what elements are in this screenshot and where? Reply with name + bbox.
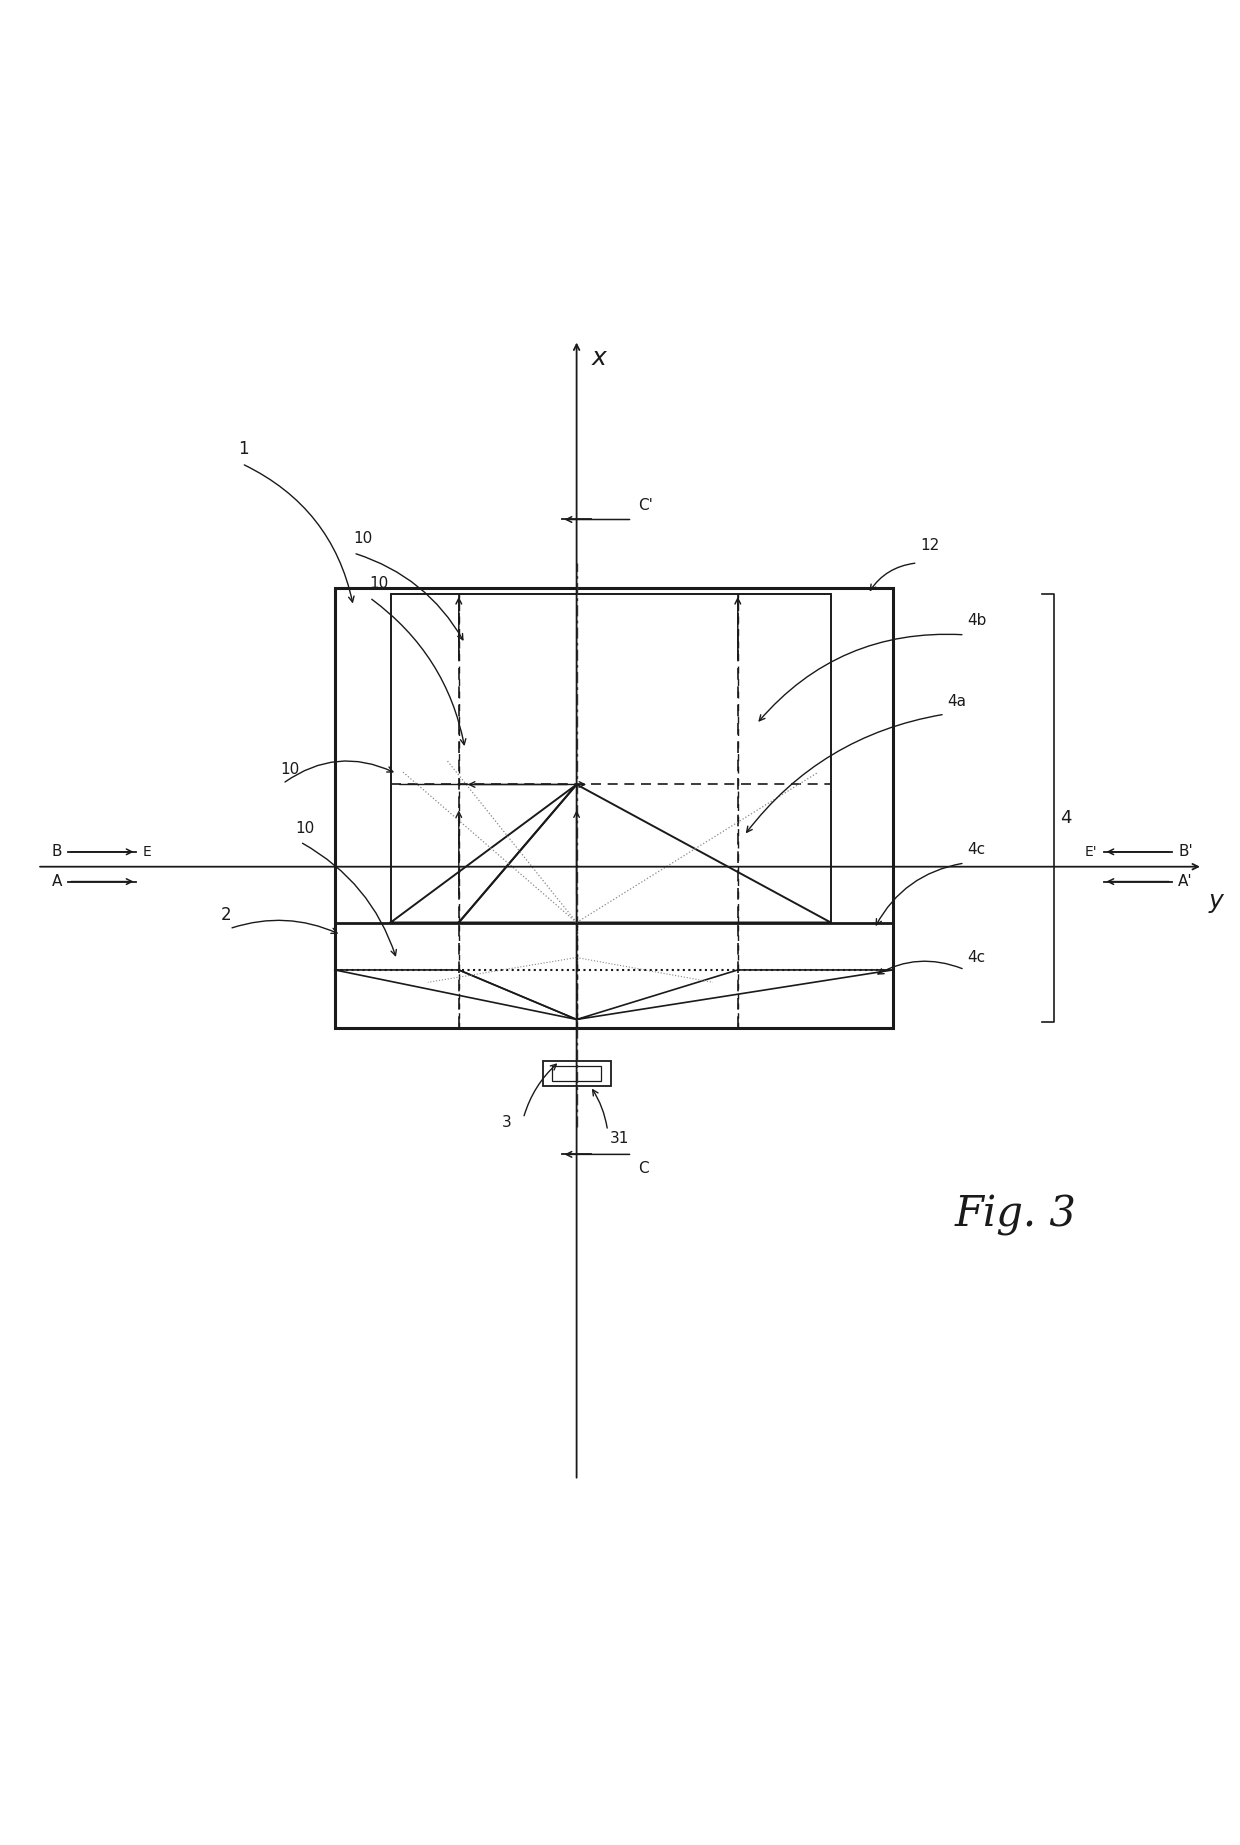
Text: 1: 1	[238, 439, 249, 458]
Text: C: C	[639, 1161, 650, 1175]
Text: 4c: 4c	[967, 950, 986, 965]
Text: A: A	[52, 875, 62, 889]
Text: 4c: 4c	[967, 843, 986, 858]
Text: A': A'	[1178, 875, 1193, 889]
Text: 4: 4	[1060, 810, 1071, 827]
Text: E: E	[143, 845, 151, 858]
Text: B': B'	[1178, 845, 1193, 860]
Bar	[335, 589, 893, 1028]
Text: 10: 10	[353, 531, 373, 546]
Text: 12: 12	[920, 539, 940, 554]
Text: 10: 10	[295, 821, 315, 836]
Bar	[391, 594, 831, 922]
Text: C': C'	[639, 498, 653, 513]
Text: 4a: 4a	[947, 694, 966, 708]
Text: 4b: 4b	[967, 613, 987, 627]
Text: 31: 31	[610, 1131, 630, 1146]
Text: 10: 10	[370, 576, 389, 590]
Text: x: x	[591, 345, 606, 369]
Text: y: y	[1209, 889, 1224, 913]
Text: B: B	[52, 845, 62, 860]
Text: 3: 3	[502, 1114, 512, 1131]
Text: 2: 2	[221, 906, 232, 924]
Bar	[543, 1061, 611, 1087]
Text: Fig. 3: Fig. 3	[955, 1194, 1076, 1236]
Bar	[552, 1066, 600, 1081]
Text: 10: 10	[280, 762, 300, 777]
Text: E': E'	[1085, 845, 1097, 858]
